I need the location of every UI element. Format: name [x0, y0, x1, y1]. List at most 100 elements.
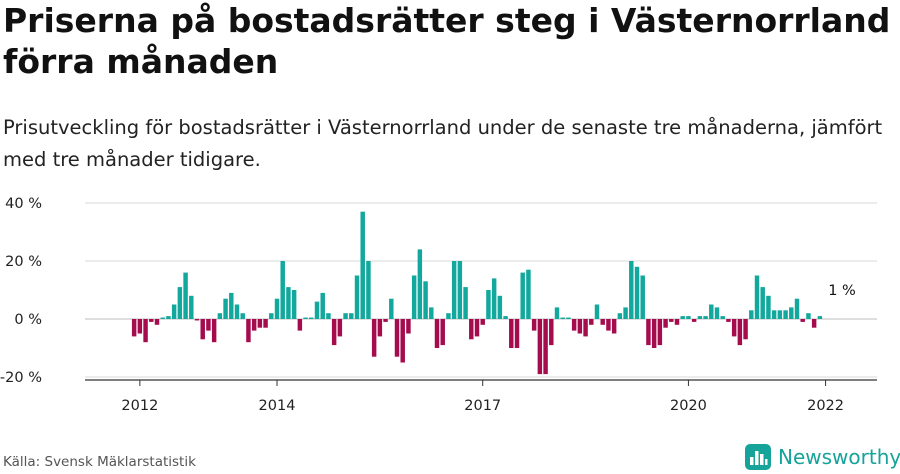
bar-positive[interactable] — [771, 310, 777, 319]
bar-negative[interactable] — [663, 319, 668, 328]
bar-positive[interactable] — [166, 316, 171, 319]
bar-positive[interactable] — [783, 310, 788, 319]
bar-positive[interactable] — [320, 292, 325, 319]
bar-positive[interactable] — [703, 316, 708, 319]
bar-negative[interactable] — [726, 319, 731, 322]
bar-positive[interactable] — [360, 211, 365, 319]
bar-positive[interactable] — [526, 269, 531, 319]
bar-positive[interactable] — [171, 304, 177, 320]
bar-negative[interactable] — [297, 319, 303, 331]
bar-positive[interactable] — [446, 313, 451, 319]
bar-positive[interactable] — [680, 316, 685, 319]
bar-negative[interactable] — [406, 319, 411, 334]
bar-negative[interactable] — [811, 319, 817, 328]
bar-negative[interactable] — [577, 319, 583, 334]
bar-positive[interactable] — [623, 307, 628, 319]
bar-negative[interactable] — [480, 319, 485, 325]
bar-positive[interactable] — [503, 316, 508, 319]
bar-positive[interactable] — [291, 290, 297, 319]
bar-positive[interactable] — [411, 275, 417, 320]
bar-negative[interactable] — [263, 319, 268, 328]
bar-positive[interactable] — [160, 317, 165, 319]
bar-negative[interactable] — [606, 319, 611, 331]
bar-positive[interactable] — [280, 261, 285, 319]
bar-negative[interactable] — [651, 319, 657, 348]
bar-negative[interactable] — [474, 319, 480, 337]
bar-positive[interactable] — [309, 317, 314, 319]
bar-positive[interactable] — [314, 301, 320, 319]
bar-negative[interactable] — [211, 319, 217, 343]
bar-positive[interactable] — [554, 307, 560, 319]
bar-positive[interactable] — [269, 313, 274, 319]
bar-negative[interactable] — [371, 319, 377, 357]
bar-negative[interactable] — [331, 319, 337, 346]
bar-positive[interactable] — [497, 295, 503, 319]
bar-positive[interactable] — [634, 266, 640, 319]
bar-positive[interactable] — [789, 307, 794, 319]
bar-negative[interactable] — [537, 319, 543, 375]
bar-positive[interactable] — [817, 316, 823, 319]
bar-positive[interactable] — [754, 275, 760, 320]
bar-negative[interactable] — [257, 319, 263, 328]
bar-negative[interactable] — [469, 319, 474, 340]
bar-positive[interactable] — [714, 307, 720, 319]
bar-negative[interactable] — [531, 319, 537, 331]
bar-positive[interactable] — [234, 304, 240, 320]
bar-positive[interactable] — [617, 313, 623, 319]
bar-positive[interactable] — [806, 313, 811, 319]
bar-positive[interactable] — [766, 295, 771, 319]
bar-negative[interactable] — [691, 319, 697, 322]
bar-positive[interactable] — [451, 261, 457, 319]
bar-positive[interactable] — [223, 298, 228, 319]
bar-negative[interactable] — [743, 319, 748, 340]
bar-negative[interactable] — [674, 319, 680, 325]
bar-positive[interactable] — [303, 317, 308, 319]
bar-positive[interactable] — [777, 310, 783, 319]
bar-negative[interactable] — [514, 319, 520, 348]
bar-positive[interactable] — [560, 317, 565, 319]
bar-negative[interactable] — [400, 319, 405, 363]
bar-positive[interactable] — [286, 287, 291, 319]
bar-positive[interactable] — [183, 272, 188, 319]
bar-positive[interactable] — [720, 316, 725, 319]
bar-negative[interactable] — [571, 319, 577, 331]
bar-positive[interactable] — [640, 275, 645, 320]
bar-positive[interactable] — [366, 261, 371, 319]
bar-positive[interactable] — [349, 313, 354, 319]
bar-positive[interactable] — [177, 287, 183, 319]
bar-negative[interactable] — [440, 319, 445, 346]
bar-positive[interactable] — [463, 287, 468, 319]
bar-positive[interactable] — [217, 313, 223, 319]
bar-negative[interactable] — [583, 319, 588, 337]
bar-negative[interactable] — [246, 319, 251, 343]
bar-positive[interactable] — [274, 298, 280, 319]
bar-positive[interactable] — [389, 298, 394, 319]
bar-positive[interactable] — [566, 317, 571, 319]
bar-negative[interactable] — [434, 319, 440, 348]
bar-positive[interactable] — [429, 307, 434, 319]
bar-positive[interactable] — [457, 261, 463, 319]
bar-positive[interactable] — [491, 278, 497, 319]
bar-positive[interactable] — [343, 313, 348, 319]
bar-negative[interactable] — [737, 319, 743, 346]
bar-negative[interactable] — [509, 319, 514, 348]
bar-negative[interactable] — [206, 319, 211, 331]
bar-negative[interactable] — [731, 319, 737, 337]
bar-positive[interactable] — [189, 295, 194, 319]
bar-positive[interactable] — [629, 261, 634, 319]
bar-positive[interactable] — [423, 281, 428, 319]
bar-positive[interactable] — [354, 275, 360, 320]
bar-negative[interactable] — [194, 319, 200, 321]
bar-negative[interactable] — [337, 319, 343, 337]
bar-negative[interactable] — [143, 319, 148, 343]
bar-positive[interactable] — [697, 316, 703, 319]
bar-positive[interactable] — [520, 272, 525, 319]
bar-positive[interactable] — [709, 304, 714, 320]
bar-negative[interactable] — [394, 319, 400, 357]
bar-positive[interactable] — [229, 292, 234, 319]
bar-positive[interactable] — [594, 304, 600, 320]
bar-negative[interactable] — [377, 319, 383, 337]
bar-negative[interactable] — [669, 319, 674, 322]
bar-positive[interactable] — [686, 316, 691, 319]
bar-negative[interactable] — [149, 319, 154, 322]
